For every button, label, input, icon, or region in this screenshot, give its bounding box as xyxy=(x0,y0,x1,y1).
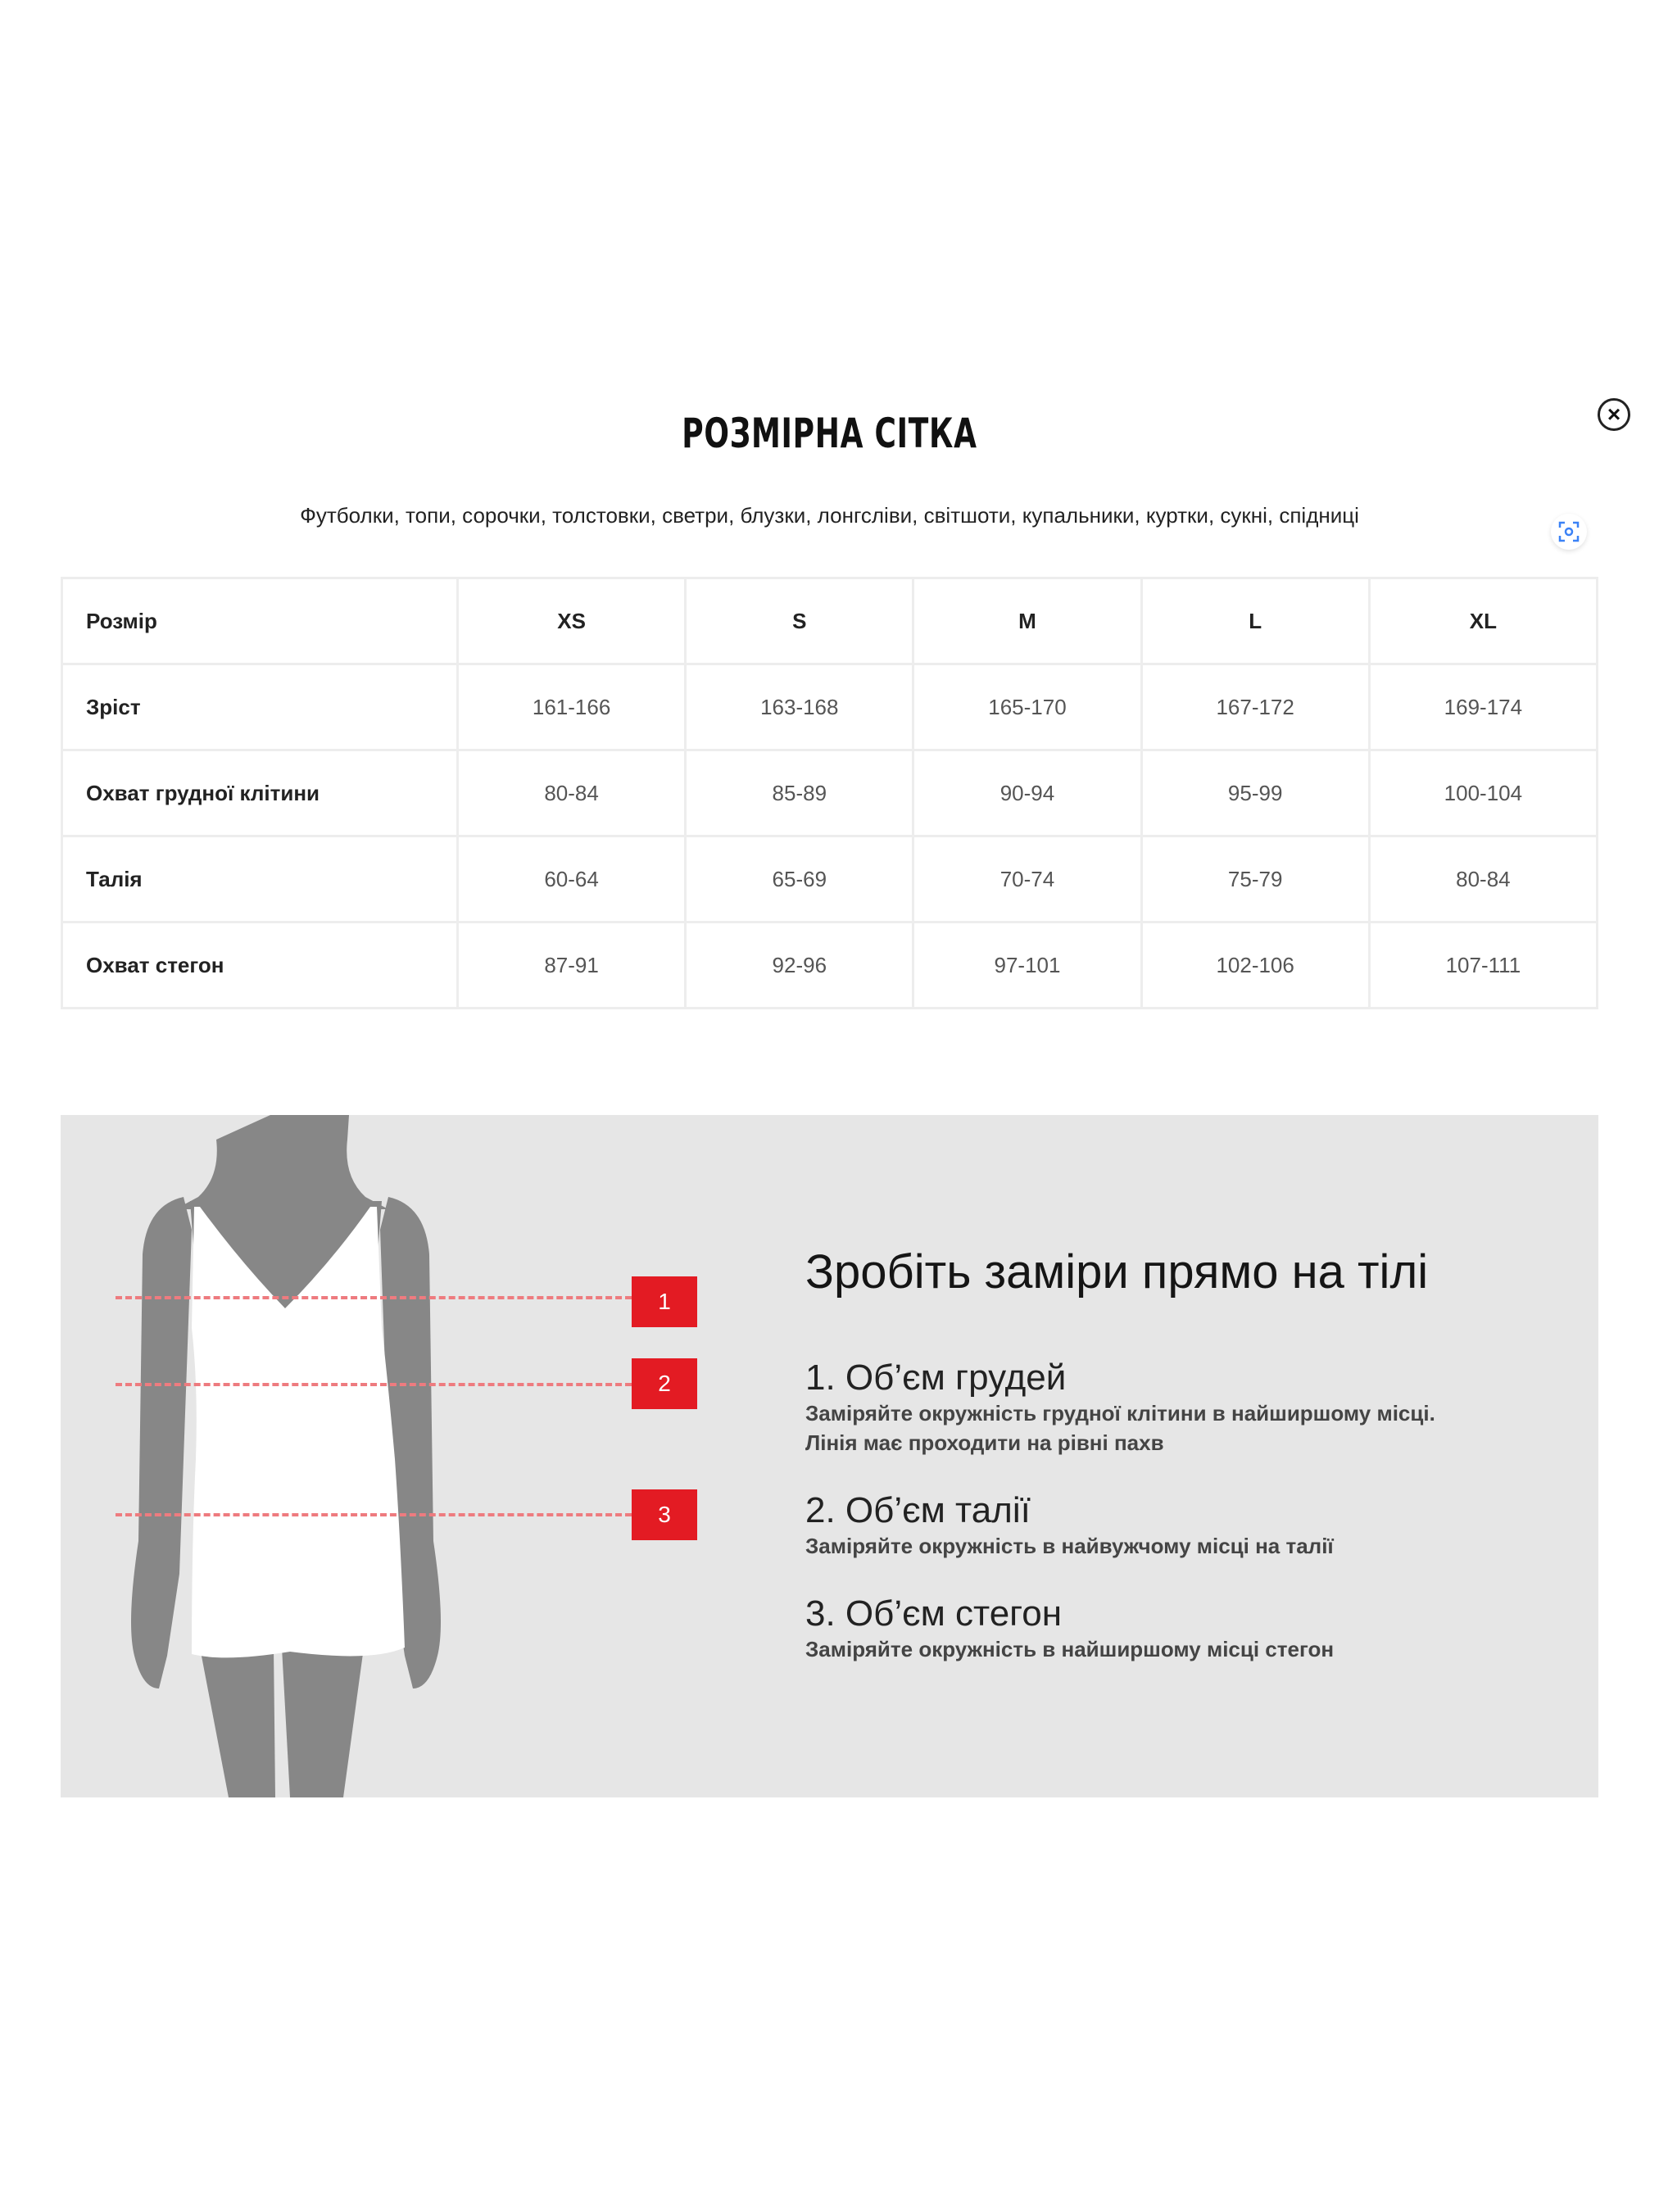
table-cell: 167-172 xyxy=(1140,663,1371,751)
table-cell: 90-94 xyxy=(912,749,1143,837)
table-cell: Охват стегон xyxy=(61,921,459,1009)
waist-measure-line xyxy=(116,1383,632,1386)
guide-item-desc: Заміряйте окружність в найвужчому місці … xyxy=(805,1534,1334,1558)
guide-item-title: 2. Об’єм талії xyxy=(805,1490,1031,1530)
table-cell: Зріст xyxy=(61,663,459,751)
table-row: Охват стегон 87-91 92-96 97-101 102-106 … xyxy=(61,921,1599,1009)
table-header-cell: XL xyxy=(1367,577,1599,665)
table-cell: 87-91 xyxy=(456,921,687,1009)
table-cell: 92-96 xyxy=(684,921,915,1009)
table-cell: 165-170 xyxy=(912,663,1143,751)
table-row: Зріст 161-166 163-168 165-170 167-172 16… xyxy=(61,663,1599,751)
guide-item-desc: Заміряйте окружність в найширшому місці … xyxy=(805,1637,1335,1661)
table-header-cell: Розмір xyxy=(61,577,459,665)
table-cell: 80-84 xyxy=(1367,835,1599,923)
table-header-cell: M xyxy=(912,577,1143,665)
table-row: Охват грудної клітини 80-84 85-89 90-94 … xyxy=(61,749,1599,837)
hip-measure-line xyxy=(116,1513,632,1516)
size-table: Розмір XS S M L XL Зріст 161-166 163-168… xyxy=(61,577,1599,1009)
table-header-cell: L xyxy=(1140,577,1371,665)
close-icon[interactable]: × xyxy=(1598,398,1630,431)
badge-1: 1 xyxy=(632,1276,697,1327)
table-cell: 80-84 xyxy=(456,749,687,837)
subtitle: Футболки, топи, сорочки, толстовки, свет… xyxy=(300,503,1359,528)
table-cell: 161-166 xyxy=(456,663,687,751)
chest-measure-line xyxy=(116,1296,632,1299)
table-cell: 60-64 xyxy=(456,835,687,923)
table-cell: Охват грудної клітини xyxy=(61,749,459,837)
table-cell: 85-89 xyxy=(684,749,915,837)
guide-title: Зробіть заміри прямо на тілі xyxy=(805,1245,1429,1299)
table-cell: 100-104 xyxy=(1367,749,1599,837)
table-cell: 107-111 xyxy=(1367,921,1599,1009)
table-cell: 102-106 xyxy=(1140,921,1371,1009)
guide-item-desc: Лінія має проходити на рівні пахв xyxy=(805,1430,1164,1455)
table-cell: 95-99 xyxy=(1140,749,1371,837)
table-header-cell: S xyxy=(684,577,915,665)
badge-3: 3 xyxy=(632,1489,697,1540)
guide-item-title: 1. Об’єм грудей xyxy=(805,1358,1067,1398)
table-header-row: Розмір XS S M L XL xyxy=(61,577,1599,665)
table-cell: 70-74 xyxy=(912,835,1143,923)
table-cell: 97-101 xyxy=(912,921,1143,1009)
guide-item-title: 3. Об’єм стегон xyxy=(805,1593,1063,1634)
measurement-guide: 1 2 3 Зробіть заміри прямо на тілі 1. Об… xyxy=(61,1115,1598,1797)
guide-item-desc: Заміряйте окружність грудної клітини в н… xyxy=(805,1401,1435,1426)
table-cell: 169-174 xyxy=(1367,663,1599,751)
table-cell: 65-69 xyxy=(684,835,915,923)
table-cell: Талія xyxy=(61,835,459,923)
table-cell: 163-168 xyxy=(684,663,915,751)
page-title: РОЗМІРНА СІТКА xyxy=(682,410,977,457)
table-row: Талія 60-64 65-69 70-74 75-79 80-84 xyxy=(61,835,1599,923)
image-search-icon[interactable] xyxy=(1551,514,1587,550)
table-cell: 75-79 xyxy=(1140,835,1371,923)
table-header-cell: XS xyxy=(456,577,687,665)
body-silhouette-illustration xyxy=(131,1115,441,1797)
badge-2: 2 xyxy=(632,1358,697,1409)
